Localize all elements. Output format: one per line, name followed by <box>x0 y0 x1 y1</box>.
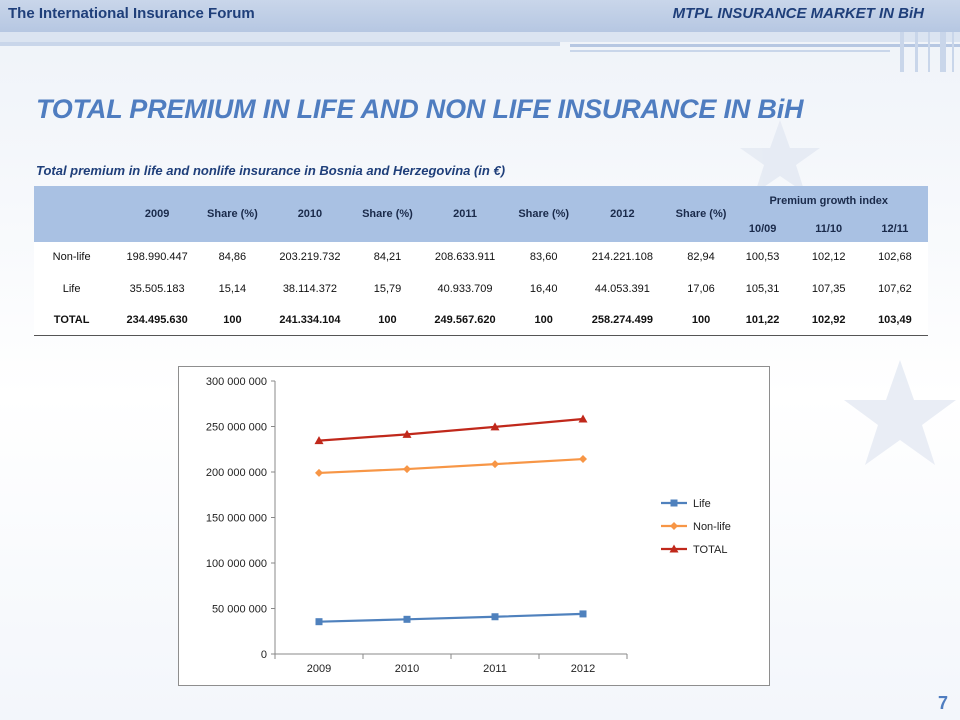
table-cell: 84,86 <box>205 242 260 274</box>
header-2011: 2011 <box>414 186 516 242</box>
table-cell: 16,40 <box>515 272 573 305</box>
table-cell: 17,06 <box>672 272 730 305</box>
table-cell: 258.274.499 <box>572 303 673 336</box>
table-cell: 15,79 <box>360 272 415 305</box>
table-cell: TOTAL <box>34 303 110 336</box>
header-share-2010: Share (%) <box>360 186 415 242</box>
data-point-life <box>315 618 323 626</box>
table-cell: 100 <box>205 303 260 336</box>
legend-label-life: Life <box>693 498 711 510</box>
header-growth-12-11: 12/11 <box>861 216 928 242</box>
table-cell: 44.053.391 <box>572 272 673 305</box>
y-tick-label: 100 000 000 <box>206 558 267 570</box>
table-cell: 203.219.732 <box>259 242 361 274</box>
x-tick-label: 2011 <box>483 663 507 675</box>
table-row-non-life: Non-life 198.990.447 84,86 203.219.732 8… <box>34 242 928 274</box>
table-row-total: TOTAL 234.495.630 100 241.334.104 100 24… <box>34 303 928 336</box>
table-cell: 84,21 <box>360 242 415 274</box>
table-cell: 101,22 <box>729 303 796 336</box>
table-cell: 102,12 <box>795 242 862 274</box>
table-cell: 208.633.911 <box>414 242 516 274</box>
premium-table: 2009 Share (%) 2010 Share (%) 2011 Share… <box>34 186 928 336</box>
data-point-life <box>403 615 411 623</box>
premium-line-chart: 0 50 000 000 100 000 000 150 000 000 200 000… <box>178 366 770 686</box>
table-cell: 83,60 <box>515 242 573 274</box>
table-cell: 214.221.108 <box>572 242 673 274</box>
table-cell: 100 <box>515 303 573 336</box>
table-cell: 38.114.372 <box>259 272 361 305</box>
header-2009: 2009 <box>109 186 206 242</box>
data-point-total <box>314 436 324 445</box>
table-cell: 249.567.620 <box>414 303 516 336</box>
table-cell: 103,49 <box>861 303 928 336</box>
table-cell: 40.933.709 <box>414 272 516 305</box>
table-cell: 100 <box>672 303 730 336</box>
header-left-title: The International Insurance Forum <box>8 5 255 22</box>
table-cell: 82,94 <box>672 242 730 274</box>
table-cell: 100,53 <box>729 242 796 274</box>
table-cell: 198.990.447 <box>109 242 206 274</box>
page-title: TOTAL PREMIUM IN LIFE AND NON LIFE INSUR… <box>36 94 804 124</box>
data-point-total <box>578 414 588 423</box>
series-line-total <box>318 417 584 442</box>
data-point-life <box>579 610 587 618</box>
data-point-life <box>491 613 499 621</box>
table-cell: Non-life <box>34 242 110 274</box>
table-cell: 102,92 <box>795 303 862 336</box>
page-number: 7 <box>937 693 948 713</box>
table-cell: 35.505.183 <box>109 272 206 305</box>
series-line-life <box>318 612 584 623</box>
header-growth-10-09: 10/09 <box>729 216 796 242</box>
header-2012: 2012 <box>572 186 673 242</box>
table-cell: 105,31 <box>729 272 796 305</box>
table-cell: 234.495.630 <box>109 303 206 336</box>
table-cell: 15,14 <box>205 272 260 305</box>
y-tick-label: 300 000 000 <box>206 376 267 388</box>
table-cell: 107,62 <box>861 272 928 305</box>
legend-label-non-life: Non-life <box>693 521 731 533</box>
header-share-2012: Share (%) <box>672 186 730 242</box>
header-2010: 2010 <box>259 186 361 242</box>
table-cell: 241.334.104 <box>259 303 361 336</box>
legend-marker-total <box>669 544 679 553</box>
y-tick-label: 0 <box>261 649 267 661</box>
header-empty <box>34 186 110 242</box>
series-line-non-life <box>318 457 584 475</box>
header-growth-11-10: 11/10 <box>795 216 862 242</box>
table-cell: 100 <box>360 303 415 336</box>
x-tick-label: 2012 <box>571 663 595 675</box>
header-growth-index: Premium growth index <box>729 186 928 216</box>
y-tick-label: 50 000 000 <box>212 604 267 616</box>
header-share-2011: Share (%) <box>515 186 573 242</box>
data-point-total <box>490 422 500 431</box>
y-tick-label: 200 000 000 <box>206 467 267 479</box>
data-point-non-life <box>403 465 411 474</box>
y-tick-label: 250 000 000 <box>206 422 267 434</box>
chart-svg: 0 50 000 000 100 000 000 150 000 000 200 000… <box>206 376 731 675</box>
data-point-non-life <box>491 460 499 469</box>
header-share-2009: Share (%) <box>205 186 260 242</box>
table-row-life: Life 35.505.183 15,14 38.114.372 15,79 4… <box>34 272 928 305</box>
legend-marker-life <box>670 499 678 507</box>
data-point-non-life <box>579 455 587 464</box>
table-cell: 107,35 <box>795 272 862 305</box>
data-point-total <box>402 429 412 438</box>
y-tick-label: 150 000 000 <box>206 513 267 525</box>
data-point-non-life <box>315 468 323 477</box>
legend-label-total: TOTAL <box>693 544 727 556</box>
header-bar: The International Insurance Forum MTPL I… <box>0 0 960 32</box>
header-decoration <box>0 32 960 72</box>
table-cell: Life <box>34 272 110 305</box>
legend-marker-non-life <box>670 522 678 530</box>
x-tick-label: 2010 <box>395 663 419 675</box>
table-caption: Total premium in life and nonlife insura… <box>36 163 506 178</box>
table-cell: 102,68 <box>861 242 928 274</box>
x-tick-label: 2009 <box>307 663 331 675</box>
header-right-title: MTPL INSURANCE MARKET IN BiH <box>672 5 924 22</box>
